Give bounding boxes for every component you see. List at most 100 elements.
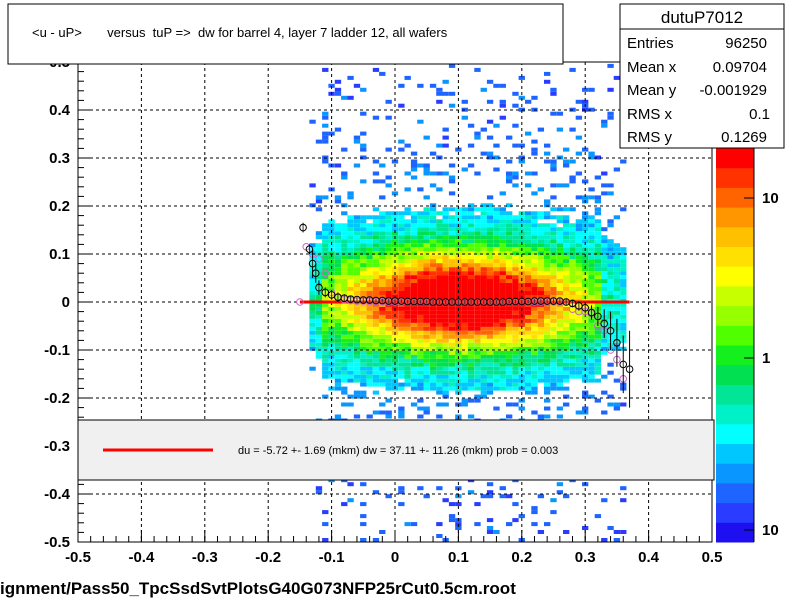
heat-cell [436, 263, 443, 268]
heat-cell [404, 239, 411, 244]
heat-cell [461, 398, 468, 403]
heat-cell [563, 362, 570, 367]
heat-cell [309, 322, 316, 327]
heat-cell [385, 346, 392, 351]
heat-cell [563, 318, 570, 323]
heat-cell [398, 147, 405, 152]
heat-cell [556, 259, 564, 264]
heat-cell [448, 306, 456, 311]
profile-black-point [460, 298, 469, 306]
heat-cell [613, 291, 621, 295]
heat-cell [404, 306, 411, 311]
heat-cell [398, 354, 405, 359]
heat-cell [410, 159, 418, 164]
heat-cell [341, 330, 348, 335]
heat-cell [499, 235, 506, 240]
colorbar-segment [716, 325, 754, 346]
heat-cell [544, 326, 551, 331]
heat-cell [512, 259, 519, 264]
heat-cell [537, 247, 545, 252]
heat-cell [525, 275, 532, 280]
heat-cell [518, 143, 525, 148]
heat-cell [341, 95, 348, 100]
heat-cell [569, 227, 576, 232]
heat-cell [341, 402, 348, 407]
heat-cell [467, 295, 475, 299]
heat-cell [379, 338, 386, 343]
heat-cell [474, 227, 481, 232]
heat-cell [455, 243, 462, 248]
heat-cell [360, 302, 367, 307]
heat-cell [620, 486, 627, 491]
heat-cell [512, 279, 519, 283]
heat-cell [480, 263, 487, 268]
heat-cell [474, 398, 481, 403]
heat-cell [601, 259, 608, 264]
heat-cell [398, 239, 405, 244]
heat-cell [379, 378, 386, 383]
heat-cell [429, 314, 437, 319]
heat-cell [467, 374, 475, 379]
heat-cell [410, 522, 418, 527]
heat-cell [474, 235, 481, 240]
heat-cell [322, 310, 329, 315]
profile-black-point [378, 296, 387, 305]
heat-cell [309, 291, 316, 295]
heat-cell [480, 211, 487, 216]
heat-cell [550, 227, 557, 232]
heat-cell [360, 366, 367, 371]
heat-cell [499, 223, 506, 228]
heat-cell [575, 271, 583, 276]
heat-cell [448, 374, 456, 379]
heat-cell [385, 271, 392, 276]
heat-cell [493, 350, 500, 355]
heat-cell [506, 358, 513, 363]
heat-cell [563, 378, 570, 383]
heat-cell [341, 310, 348, 315]
heat-cell [506, 287, 513, 291]
heat-cell [436, 358, 443, 363]
heat-cell [436, 354, 443, 359]
heat-cell [550, 330, 557, 335]
heat-cell [322, 159, 329, 164]
heat-cell [360, 394, 367, 399]
heat-cell [582, 179, 589, 184]
heat-cell [410, 263, 418, 268]
heat-cell [353, 414, 361, 419]
heat-cell [531, 235, 538, 240]
x-tick-label: 0.1 [448, 549, 469, 566]
heat-cell [322, 115, 329, 120]
heat-cell [493, 271, 500, 276]
heat-cell [493, 155, 500, 160]
heat-cell [588, 295, 595, 299]
heat-cell [372, 366, 380, 371]
heat-cell [544, 354, 551, 359]
heat-cell [474, 354, 481, 359]
heat-cell [499, 378, 506, 383]
heat-cell [442, 267, 449, 272]
heat-cell [385, 318, 392, 323]
heat-cell [461, 239, 468, 244]
profile-black-point [454, 298, 463, 306]
heat-cell [372, 271, 380, 276]
heat-cell [366, 330, 373, 335]
heat-cell [556, 263, 564, 268]
heat-cell [423, 287, 430, 291]
heat-cell [499, 334, 506, 339]
heat-cell [341, 171, 348, 176]
heat-cell [480, 87, 487, 92]
heat-cell [601, 267, 608, 272]
stats-value-mean-y: -0.001929 [699, 82, 767, 99]
heat-cell [334, 374, 342, 379]
heat-cell [436, 171, 443, 176]
heat-cell [556, 279, 564, 283]
heat-cell [315, 275, 323, 280]
heat-cell [563, 243, 570, 248]
heat-cell [467, 251, 475, 256]
heat-cell [448, 354, 456, 359]
heat-cell [518, 75, 525, 80]
heat-cell [322, 354, 329, 359]
heat-cell [575, 322, 583, 327]
heat-cell [569, 267, 576, 272]
